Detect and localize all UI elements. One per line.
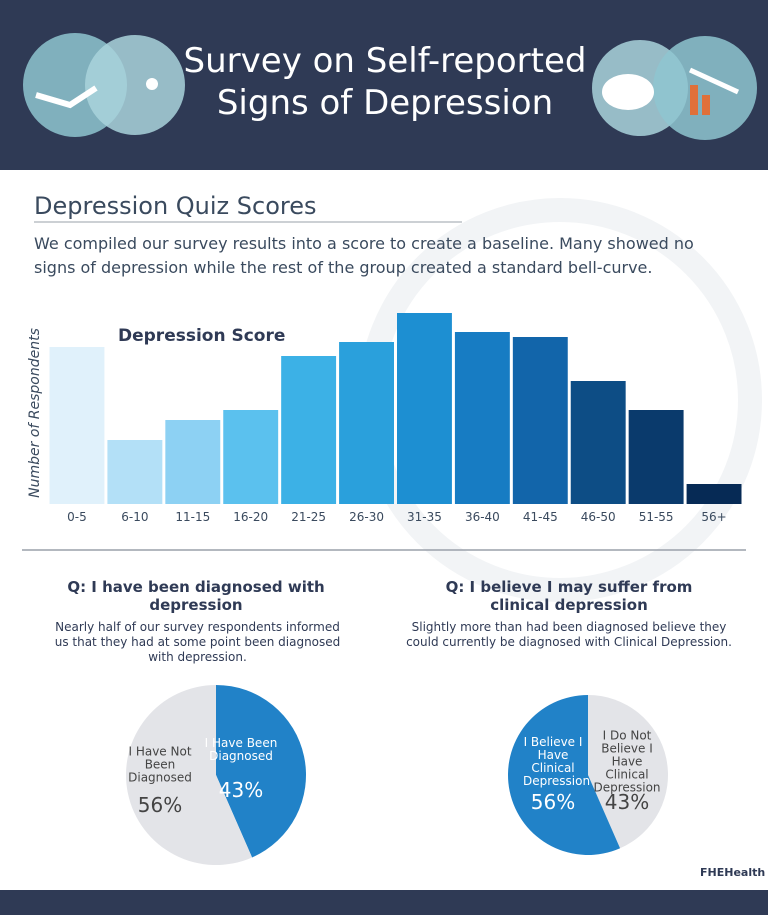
- person-icon: [146, 78, 158, 90]
- bar: [512, 337, 568, 504]
- x-tick-label: 26-30: [349, 510, 384, 524]
- bar: [454, 332, 510, 504]
- y-axis-label: Number of Respondents: [27, 328, 43, 498]
- value-label: 43%: [604, 790, 650, 814]
- bar: [628, 410, 684, 504]
- value-label: 43%: [218, 778, 264, 802]
- x-tick-label: 16-20: [233, 510, 268, 524]
- x-tick-label: 51-55: [639, 510, 674, 524]
- x-tick-label: 56+: [701, 510, 726, 524]
- bar: [339, 342, 394, 504]
- x-tick-label: 21-25: [291, 510, 326, 524]
- slice-label: I Believe I Have Clinical Depression: [523, 735, 591, 788]
- bar: [686, 484, 742, 504]
- x-tick-label: 36-40: [465, 510, 500, 524]
- pie-slice: [588, 695, 669, 849]
- lounger-icon: [35, 85, 98, 109]
- bars-icon: [702, 95, 710, 115]
- bar: [223, 410, 279, 504]
- pie-slice: [216, 685, 307, 858]
- arrow-icon: [688, 67, 740, 95]
- x-tick-label: 41-45: [523, 510, 558, 524]
- question-description: Nearly half of our survey respondents in…: [54, 620, 341, 664]
- question-description: Slightly more than had been diagnosed be…: [406, 620, 732, 649]
- value-label: 56%: [530, 790, 576, 814]
- bars-icon: [690, 85, 698, 115]
- bar: [570, 381, 626, 504]
- x-tick-label: 31-35: [407, 510, 442, 524]
- x-tick-label: 6-10: [121, 510, 148, 524]
- value-label: 56%: [137, 793, 183, 817]
- pie-slice: [508, 695, 621, 855]
- section-heading: Depression Quiz Scores: [34, 192, 317, 220]
- plot: 0-5 6-10 11-15 16-20 21-25 26-30 31-35 36-40 41-…: [49, 313, 742, 865]
- bar: [107, 440, 163, 504]
- logo: FHEHealth: [700, 866, 766, 879]
- pie-slice: [126, 685, 253, 865]
- x-tick-label: 46-50: [581, 510, 616, 524]
- x-tick-label: 0-5: [67, 510, 87, 524]
- question-title: Q: I have been diagnosed with depression: [67, 578, 325, 614]
- icon-circle: [653, 36, 757, 140]
- icon-circle: [85, 35, 185, 135]
- bar: [281, 356, 337, 504]
- slice-label: I Have Been Diagnosed: [204, 736, 278, 763]
- bar: [165, 420, 221, 504]
- footer-band: [0, 890, 768, 915]
- bar: [397, 313, 452, 504]
- page-title: Survey on Self-reported Signs of Depress…: [183, 41, 587, 123]
- question-title: Q: I believe I may suffer from clinical …: [445, 578, 693, 614]
- sheep-icon: [602, 74, 654, 110]
- chart-title: Depression Score: [118, 326, 286, 346]
- section-description: We compiled our survey results into a sc…: [34, 234, 694, 277]
- slice-label: I Have Not Been Diagnosed: [128, 744, 192, 785]
- bar: [49, 347, 105, 504]
- x-tick-label: 11-15: [175, 510, 210, 524]
- slice-label: I Do Not Believe I Have Clinical Depress…: [593, 728, 661, 795]
